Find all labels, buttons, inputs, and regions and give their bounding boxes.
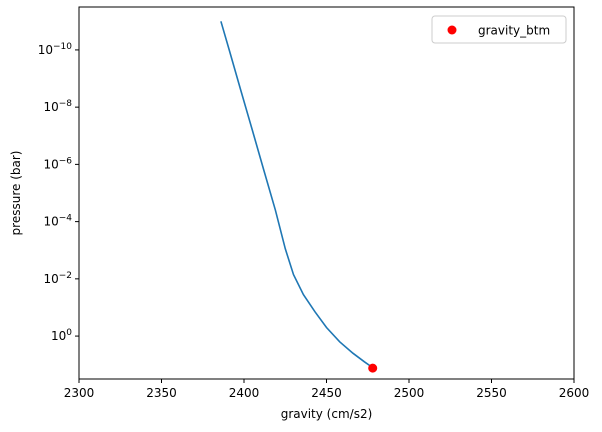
y-tick-label: 10−8 <box>43 99 72 114</box>
series-layer <box>220 21 378 373</box>
legend-label-gravity-btm: gravity_btm <box>478 24 550 38</box>
y-tick-label: 100 <box>51 328 72 343</box>
y-tick-label: 10−2 <box>43 271 72 286</box>
x-tick-label: 2450 <box>311 386 342 400</box>
y-axis-ticks: 10−10 10−8 10−6 10−4 10−2 100 <box>38 42 79 343</box>
legend-marker-gravity-btm <box>447 25 457 35</box>
x-tick-label: 2500 <box>394 386 425 400</box>
y-tick-label: 10−6 <box>43 156 72 171</box>
series-line-pressure-profile <box>220 21 374 369</box>
legend-box <box>431 15 567 44</box>
x-tick-label: 2600 <box>559 386 590 400</box>
data-point-gravity-btm <box>368 363 378 373</box>
x-tick-label: 2300 <box>64 386 95 400</box>
legend: gravity_btm <box>431 15 567 44</box>
y-axis-label: pressure (bar) <box>9 151 23 236</box>
y-tick-label: 10−10 <box>38 42 73 57</box>
plot-area <box>79 7 574 379</box>
x-axis-label: gravity (cm/s2) <box>281 407 373 421</box>
x-axis-ticks: 2300 2350 2400 2450 2500 2550 2600 <box>64 379 590 400</box>
x-tick-label: 2350 <box>146 386 177 400</box>
x-tick-label: 2400 <box>229 386 260 400</box>
y-tick-label: 10−4 <box>43 214 72 229</box>
x-tick-label: 2550 <box>476 386 507 400</box>
